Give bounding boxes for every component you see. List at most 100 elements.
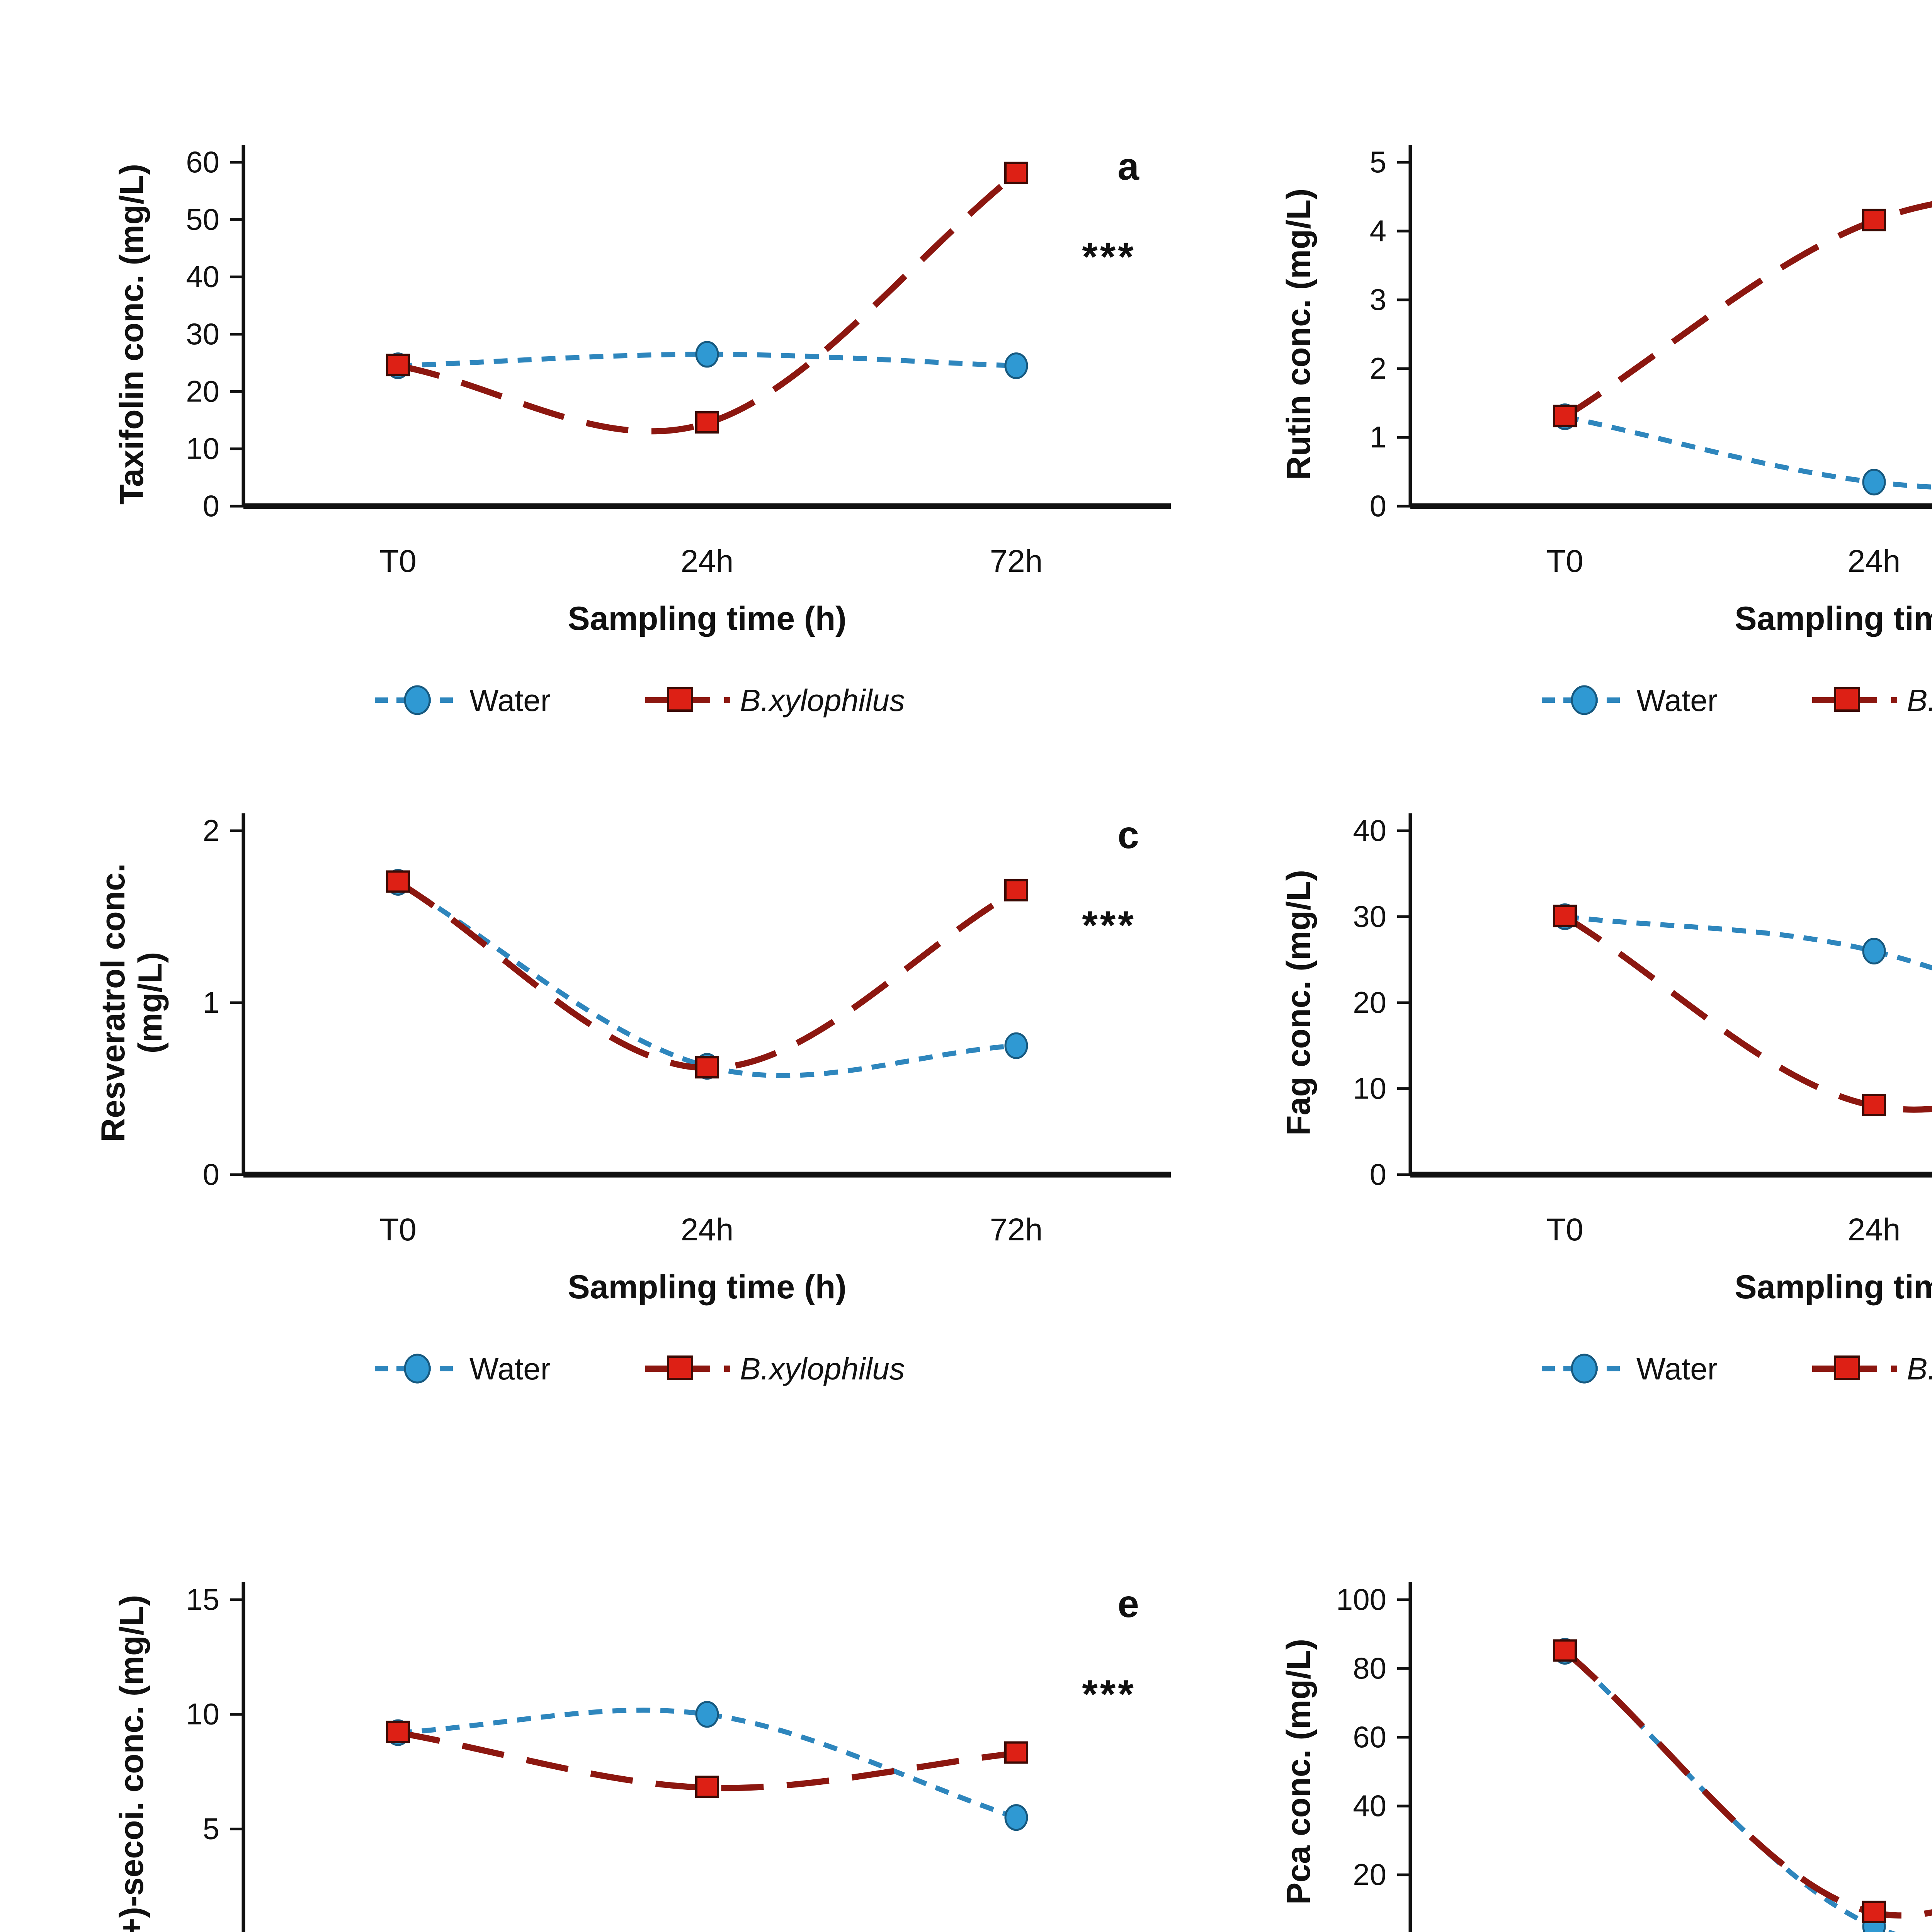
significance-stars: *** xyxy=(1082,235,1136,279)
bx-square-marker xyxy=(695,1056,719,1079)
water-circle-marker xyxy=(695,341,719,368)
x-tick-label: 24h xyxy=(1848,1212,1901,1247)
y-tick-label: 4 xyxy=(1370,214,1386,248)
bx-square-marker xyxy=(1834,687,1860,712)
panel-f: 020406080100T024h72hSampling time (h)Pca… xyxy=(1256,1553,1932,1932)
legend-water-label: Water xyxy=(469,683,551,718)
bx-square-marker xyxy=(1004,162,1028,184)
y-tick-label: 80 xyxy=(1353,1651,1386,1685)
bx-square-marker xyxy=(386,1721,410,1743)
panel-b: 012345T024h72hSampling time (h)Rutin con… xyxy=(1256,116,1932,773)
water-circle-marker xyxy=(1004,1804,1028,1831)
x-tick-label: T0 xyxy=(379,1212,417,1247)
y-tick-label: 40 xyxy=(186,260,219,294)
y-tick-label: 30 xyxy=(186,317,219,351)
bx-square-marker xyxy=(1862,209,1886,231)
bx-square-marker xyxy=(1553,1639,1577,1662)
y-tick-label: 40 xyxy=(1353,1789,1386,1823)
y-axis-title: Taxifolin conc. (mg/L) xyxy=(113,164,150,505)
water-circle-marker xyxy=(404,1354,431,1384)
x-tick-label: 72h xyxy=(990,1212,1043,1247)
y-axis-title: (mg/L) xyxy=(132,952,169,1054)
y-tick-label: 10 xyxy=(186,432,219,466)
panel-a: 0 10 20 30 40 50 60 T0 24h 72h Sampling time (h) Ta… xyxy=(89,116,1209,773)
panel-letter: c xyxy=(1117,813,1139,857)
panel-letter: a xyxy=(1117,145,1139,188)
panel-d: 010203040T024h72hSampling time (h)Fag co… xyxy=(1256,784,1932,1441)
x-tick-label: 24h xyxy=(681,1212,734,1247)
y-tick-label: 0 xyxy=(203,489,219,523)
significance-stars: *** xyxy=(1082,903,1136,948)
water-series-line xyxy=(398,352,1017,369)
bx-square-marker xyxy=(1862,1900,1886,1923)
bx-square-marker xyxy=(667,1355,693,1380)
x-tick-label: T0 xyxy=(379,544,417,579)
y-tick-label: 10 xyxy=(186,1697,219,1731)
bx-series-line xyxy=(396,879,1018,1071)
y-tick-label: 2 xyxy=(1370,351,1386,385)
y-tick-label: 3 xyxy=(1370,282,1386,316)
y-tick-label: 0 xyxy=(203,1926,219,1932)
y-tick-label: 0 xyxy=(1370,489,1386,523)
bx-series-line xyxy=(397,1730,1017,1791)
significance-stars: *** xyxy=(1082,1672,1136,1717)
legend-bx-label: B.xylophilus xyxy=(1907,1352,1932,1386)
water-circle-marker xyxy=(695,1701,719,1728)
y-axis-title: Resveratrol conc. xyxy=(95,863,132,1142)
x-axis-title: Sampling time (h) xyxy=(568,600,846,637)
water-circle-marker xyxy=(1004,1032,1028,1059)
y-tick-label: 5 xyxy=(1370,145,1386,179)
bx-square-marker xyxy=(1553,405,1577,427)
y-tick-label: 30 xyxy=(1353,900,1386,934)
y-axis-title: Rutin conc. (mg/L) xyxy=(1280,189,1317,480)
bx-square-marker xyxy=(1004,1741,1028,1764)
y-tick-label: 100 xyxy=(1336,1582,1386,1616)
y-tick-label: 15 xyxy=(186,1582,219,1616)
panel-c-chart: 0 1 2 T0 24h 72h Sampling time (h) Resveratrol … xyxy=(95,813,1171,1386)
bx-series-line xyxy=(397,171,1019,435)
y-tick-label: 10 xyxy=(1353,1071,1386,1105)
water-series-line xyxy=(1563,1649,1896,1932)
y-tick-label: 2 xyxy=(203,813,219,847)
water-series-line xyxy=(398,1708,1017,1820)
panel-d-chart: 010203040T024h72hSampling time (h)Fag co… xyxy=(1280,813,1932,1386)
y-tick-label: 50 xyxy=(186,202,219,236)
bx-square-marker xyxy=(695,1776,719,1798)
x-tick-label: T0 xyxy=(1546,544,1583,579)
legend-water-label: Water xyxy=(1636,683,1718,718)
y-tick-label: 0 xyxy=(203,1157,219,1191)
panel-letter: e xyxy=(1117,1582,1139,1626)
panel-a-chart: 0 10 20 30 40 50 60 T0 24h 72h Sampling time (h) Ta… xyxy=(113,145,1171,718)
y-tick-label: 1 xyxy=(203,985,219,1019)
y-axis-title: Pca conc. (mg/L) xyxy=(1280,1639,1317,1905)
y-tick-label: 5 xyxy=(203,1811,219,1845)
panel-f-chart: 020406080100T024h72hSampling time (h)Pca… xyxy=(1280,1582,1932,1932)
bx-square-marker xyxy=(667,687,693,712)
y-tick-label: 20 xyxy=(1353,1857,1386,1891)
x-axis-title: Sampling time (h) xyxy=(568,1269,846,1306)
legend-water-label: Water xyxy=(1636,1352,1718,1386)
legend-water-label: Water xyxy=(469,1352,551,1386)
bx-square-marker xyxy=(386,354,410,376)
bx-square-marker xyxy=(1834,1355,1860,1380)
bx-square-marker xyxy=(695,411,719,434)
y-tick-label: 20 xyxy=(1353,985,1386,1019)
panel-e-chart: 051015T024h72hSampling time (h)(+)-secoi… xyxy=(113,1582,1139,1932)
bx-series-line xyxy=(1563,1649,1932,1919)
y-tick-label: 60 xyxy=(186,145,219,179)
x-axis-title: Sampling time (h) xyxy=(1735,1269,1932,1306)
x-axis-title: Sampling time (h) xyxy=(1735,600,1932,637)
y-axis-title: (+)-secoi. conc. (mg/L) xyxy=(113,1595,150,1932)
legend-bx-label: B.xylophilus xyxy=(740,683,905,718)
y-axis-title: Fag conc. (mg/L) xyxy=(1280,870,1317,1136)
water-circle-marker xyxy=(1571,685,1598,715)
water-circle-marker xyxy=(1862,938,1886,964)
legend-bx-label: B.xylophilus xyxy=(740,1352,905,1386)
legend-bx-label: B.xylophilus xyxy=(1907,683,1932,718)
water-circle-marker xyxy=(1571,1354,1598,1384)
panel-c: 0 1 2 T0 24h 72h Sampling time (h) Resveratrol … xyxy=(89,784,1209,1441)
y-tick-label: 0 xyxy=(1370,1926,1386,1932)
bx-square-marker xyxy=(1553,905,1577,927)
bx-square-marker xyxy=(1862,1094,1886,1116)
